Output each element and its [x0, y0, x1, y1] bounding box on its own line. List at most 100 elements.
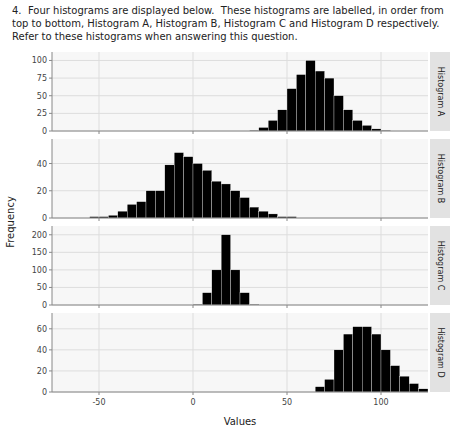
- panel-label: Histogram D: [436, 327, 445, 377]
- plot-background: [52, 226, 428, 305]
- strip: [430, 226, 450, 305]
- x-tick: [193, 392, 194, 395]
- x-tick: [99, 392, 100, 395]
- y-tick-label: 20: [37, 187, 47, 196]
- y-tick: [49, 113, 52, 114]
- x-axis: [52, 305, 428, 306]
- bar: [221, 184, 230, 218]
- bar: [268, 120, 277, 131]
- y-tick: [49, 78, 52, 79]
- bar: [268, 214, 277, 218]
- bar: [231, 191, 240, 218]
- y-tick-label: 60: [37, 325, 47, 334]
- plot-background: [52, 52, 428, 131]
- bar: [353, 327, 362, 392]
- y-tick: [49, 95, 52, 96]
- bars: [90, 153, 297, 218]
- grid-line: [287, 139, 288, 218]
- x-tick: [287, 392, 288, 395]
- grid-line: [99, 139, 100, 218]
- y-tick: [49, 60, 52, 61]
- grid-line: [193, 313, 194, 392]
- y-tick-label: 100: [32, 56, 47, 65]
- y-tick-label: 50: [37, 92, 47, 101]
- bar: [400, 376, 409, 392]
- x-tick: [99, 131, 100, 134]
- grid-line: [381, 139, 382, 218]
- bar: [343, 334, 352, 392]
- x-tick-label: 0: [190, 398, 195, 407]
- x-tick: [99, 218, 100, 221]
- grid-line: [52, 113, 428, 114]
- x-tick: [193, 131, 194, 134]
- grid-line: [52, 305, 428, 306]
- x-axis-label: Values: [224, 416, 257, 427]
- bar: [306, 60, 315, 131]
- panel-label: Histogram B: [436, 154, 445, 204]
- y-tick: [49, 234, 52, 235]
- bar: [146, 191, 155, 218]
- bar: [137, 202, 146, 218]
- y-axis: [52, 226, 53, 305]
- bar: [362, 125, 371, 131]
- x-axis: [52, 218, 428, 219]
- y-tick-label: 40: [37, 160, 47, 169]
- bar: [334, 96, 343, 131]
- grid-line: [99, 52, 100, 131]
- strip: [430, 139, 450, 218]
- bar: [278, 110, 287, 131]
- y-axis: [52, 313, 53, 392]
- grid-line: [99, 226, 100, 305]
- y-tick: [49, 328, 52, 329]
- bar: [202, 293, 211, 305]
- panel: 0255075100Histogram A: [32, 52, 450, 136]
- y-tick: [49, 218, 52, 219]
- y-tick-label: 25: [37, 109, 47, 118]
- bar: [127, 204, 136, 218]
- panel: 0204060-50050100Histogram D: [37, 313, 450, 407]
- y-axis-label: Frequency: [5, 196, 16, 248]
- bar: [174, 153, 183, 218]
- grid-line: [381, 52, 382, 131]
- y-tick-label: 0: [42, 214, 47, 223]
- x-tick: [193, 305, 194, 308]
- grid-line: [52, 234, 428, 235]
- y-tick: [49, 287, 52, 288]
- bar: [325, 379, 334, 392]
- bar: [381, 350, 390, 392]
- y-tick-label: 0: [42, 388, 47, 397]
- plot-background: [52, 313, 428, 392]
- bars: [193, 235, 259, 305]
- x-axis: [52, 131, 428, 132]
- bar: [334, 350, 343, 392]
- bar: [259, 127, 268, 131]
- bar: [353, 120, 362, 131]
- panel: 0 20 40 Histogram B: [37, 139, 450, 223]
- x-tick: [193, 218, 194, 221]
- y-tick: [49, 392, 52, 393]
- bar: [409, 384, 418, 392]
- chart: 4. Four histograms are displayed below. …: [0, 0, 474, 443]
- grid-line: [193, 226, 194, 305]
- grid-line: [52, 131, 428, 132]
- strip: [430, 313, 450, 392]
- x-tick: [287, 218, 288, 221]
- y-tick: [49, 252, 52, 253]
- x-tick: [99, 305, 100, 308]
- x-axis: [52, 392, 428, 393]
- x-tick-label: 100: [373, 398, 388, 407]
- grid-line: [287, 313, 288, 392]
- bar: [315, 71, 324, 131]
- bar: [231, 270, 240, 305]
- bar: [118, 211, 127, 218]
- bar: [221, 235, 230, 305]
- grid-line: [52, 60, 428, 61]
- bar: [315, 387, 324, 392]
- x-tick-label: 50: [282, 398, 292, 407]
- x-tick: [381, 305, 382, 308]
- bar: [362, 327, 371, 392]
- strip: [430, 52, 450, 131]
- bar: [165, 165, 174, 218]
- x-tick: [287, 131, 288, 134]
- bar: [390, 366, 399, 392]
